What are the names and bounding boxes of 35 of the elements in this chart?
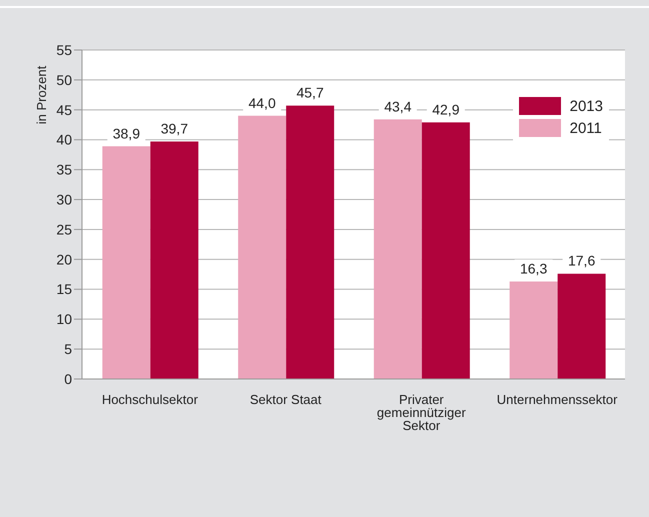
- y-tick-label: 15: [56, 281, 72, 298]
- y-tick-label: 45: [56, 102, 72, 118]
- y-tick-label: 10: [56, 311, 72, 328]
- bar: [286, 106, 334, 379]
- data-label: 43,4: [384, 98, 412, 114]
- legend-label: 2013: [570, 98, 603, 114]
- data-label: 39,7: [160, 120, 188, 137]
- y-tick-label: 5: [64, 341, 72, 358]
- y-axis-title: in Prozent: [34, 65, 50, 124]
- bar: [238, 116, 286, 379]
- y-tick-label: 35: [56, 162, 72, 178]
- bar: [558, 274, 606, 379]
- y-tick-label: 25: [56, 221, 72, 238]
- bar: [422, 122, 470, 379]
- x-tick-label: Hochschulsektor: [102, 392, 199, 408]
- bar: [374, 119, 422, 379]
- x-tick-label: Sektor Staat: [250, 392, 322, 408]
- y-tick-label: 30: [56, 192, 72, 208]
- bar: [150, 142, 198, 379]
- data-label: 45,7: [296, 84, 324, 101]
- y-tick-label: 55: [56, 42, 72, 58]
- bar: [102, 146, 150, 379]
- y-tick-label: 40: [56, 132, 72, 148]
- y-tick-label: 0: [64, 370, 72, 387]
- data-label: 17,6: [568, 252, 596, 269]
- bar: [510, 281, 558, 379]
- y-tick-label: 50: [56, 72, 72, 88]
- data-label: 38,9: [112, 125, 140, 142]
- data-label: 42,9: [432, 101, 460, 118]
- x-tick-label: Unternehmenssektor: [496, 392, 618, 408]
- x-tick-label: Privater gemeinnütziger Sektor: [376, 392, 466, 434]
- data-label: 44,0: [248, 94, 276, 111]
- legend-label: 2011: [570, 120, 602, 136]
- data-label: 16,3: [520, 260, 548, 276]
- y-tick-label: 20: [56, 251, 72, 268]
